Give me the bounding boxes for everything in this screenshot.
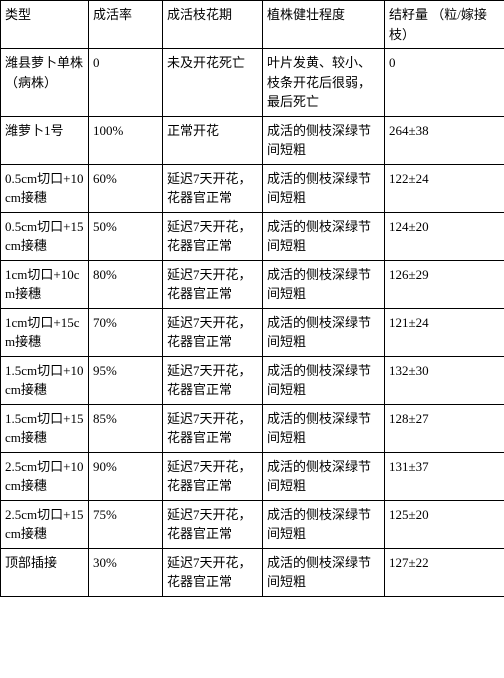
cell-flower: 延迟7天开花，花器官正常 [163,452,263,500]
cell-type: 2.5cm切口+10cm接穗 [1,452,89,500]
cell-flower: 延迟7天开花，花器官正常 [163,500,263,548]
cell-health: 成活的侧枝深绿节间短粗 [263,212,385,260]
cell-type: 1cm切口+10cm接穗 [1,260,89,308]
grafting-results-table: 类型 成活率 成活枝花期 植株健壮程度 结籽量 （粒/嫁接枝） 潍县萝卜单株（病… [0,0,504,597]
table-row: 0.5cm切口+15cm接穗 50% 延迟7天开花，花器官正常 成活的侧枝深绿节… [1,212,504,260]
cell-seed: 125±20 [385,500,504,548]
col-header-flower: 成活枝花期 [163,1,263,49]
cell-rate: 50% [89,212,163,260]
cell-health: 成活的侧枝深绿节间短粗 [263,548,385,596]
cell-type: 1.5cm切口+15cm接穗 [1,404,89,452]
cell-flower: 正常开花 [163,116,263,164]
cell-type: 1.5cm切口+10cm接穗 [1,356,89,404]
col-header-rate: 成活率 [89,1,163,49]
col-header-type: 类型 [1,1,89,49]
cell-rate: 95% [89,356,163,404]
table-row: 1cm切口+15cm接穗 70% 延迟7天开花，花器官正常 成活的侧枝深绿节间短… [1,308,504,356]
cell-type: 1cm切口+15cm接穗 [1,308,89,356]
cell-rate: 85% [89,404,163,452]
cell-rate: 0 [89,49,163,117]
cell-type: 潍县萝卜单株（病株） [1,49,89,117]
cell-flower: 延迟7天开花，花器官正常 [163,356,263,404]
cell-health: 叶片发黄、较小、枝条开花后很弱，最后死亡 [263,49,385,117]
col-header-seed: 结籽量 （粒/嫁接枝） [385,1,504,49]
cell-rate: 60% [89,164,163,212]
cell-seed: 128±27 [385,404,504,452]
table-row: 0.5cm切口+10cm接穗 60% 延迟7天开花，花器官正常 成活的侧枝深绿节… [1,164,504,212]
cell-flower: 延迟7天开花，花器官正常 [163,308,263,356]
cell-flower: 未及开花死亡 [163,49,263,117]
cell-flower: 延迟7天开花，花器官正常 [163,548,263,596]
cell-seed: 122±24 [385,164,504,212]
cell-rate: 30% [89,548,163,596]
cell-flower: 延迟7天开花，花器官正常 [163,212,263,260]
table-row: 1.5cm切口+15cm接穗 85% 延迟7天开花，花器官正常 成活的侧枝深绿节… [1,404,504,452]
cell-health: 成活的侧枝深绿节间短粗 [263,260,385,308]
cell-health: 成活的侧枝深绿节间短粗 [263,308,385,356]
table-row: 潍县萝卜单株（病株） 0 未及开花死亡 叶片发黄、较小、枝条开花后很弱，最后死亡… [1,49,504,117]
table-body: 潍县萝卜单株（病株） 0 未及开花死亡 叶片发黄、较小、枝条开花后很弱，最后死亡… [1,49,504,597]
cell-health: 成活的侧枝深绿节间短粗 [263,116,385,164]
col-header-health: 植株健壮程度 [263,1,385,49]
cell-type: 顶部插接 [1,548,89,596]
cell-rate: 100% [89,116,163,164]
table-header-row: 类型 成活率 成活枝花期 植株健壮程度 结籽量 （粒/嫁接枝） [1,1,504,49]
cell-rate: 70% [89,308,163,356]
cell-seed: 124±20 [385,212,504,260]
cell-health: 成活的侧枝深绿节间短粗 [263,500,385,548]
table-row: 1cm切口+10cm接穗 80% 延迟7天开花，花器官正常 成活的侧枝深绿节间短… [1,260,504,308]
table-row: 2.5cm切口+10cm接穗 90% 延迟7天开花，花器官正常 成活的侧枝深绿节… [1,452,504,500]
cell-health: 成活的侧枝深绿节间短粗 [263,164,385,212]
table-row: 潍萝卜1号 100% 正常开花 成活的侧枝深绿节间短粗 264±38 [1,116,504,164]
table-row: 2.5cm切口+15cm接穗 75% 延迟7天开花，花器官正常 成活的侧枝深绿节… [1,500,504,548]
cell-seed: 126±29 [385,260,504,308]
cell-health: 成活的侧枝深绿节间短粗 [263,356,385,404]
cell-flower: 延迟7天开花，花器官正常 [163,164,263,212]
cell-health: 成活的侧枝深绿节间短粗 [263,452,385,500]
cell-health: 成活的侧枝深绿节间短粗 [263,404,385,452]
cell-type: 潍萝卜1号 [1,116,89,164]
cell-seed: 121±24 [385,308,504,356]
cell-type: 0.5cm切口+10cm接穗 [1,164,89,212]
cell-seed: 0 [385,49,504,117]
cell-seed: 131±37 [385,452,504,500]
cell-rate: 90% [89,452,163,500]
cell-seed: 264±38 [385,116,504,164]
cell-rate: 75% [89,500,163,548]
cell-seed: 127±22 [385,548,504,596]
cell-type: 0.5cm切口+15cm接穗 [1,212,89,260]
cell-type: 2.5cm切口+15cm接穗 [1,500,89,548]
cell-flower: 延迟7天开花，花器官正常 [163,404,263,452]
table-row: 1.5cm切口+10cm接穗 95% 延迟7天开花，花器官正常 成活的侧枝深绿节… [1,356,504,404]
cell-seed: 132±30 [385,356,504,404]
cell-rate: 80% [89,260,163,308]
table-row: 顶部插接 30% 延迟7天开花，花器官正常 成活的侧枝深绿节间短粗 127±22 [1,548,504,596]
cell-flower: 延迟7天开花，花器官正常 [163,260,263,308]
